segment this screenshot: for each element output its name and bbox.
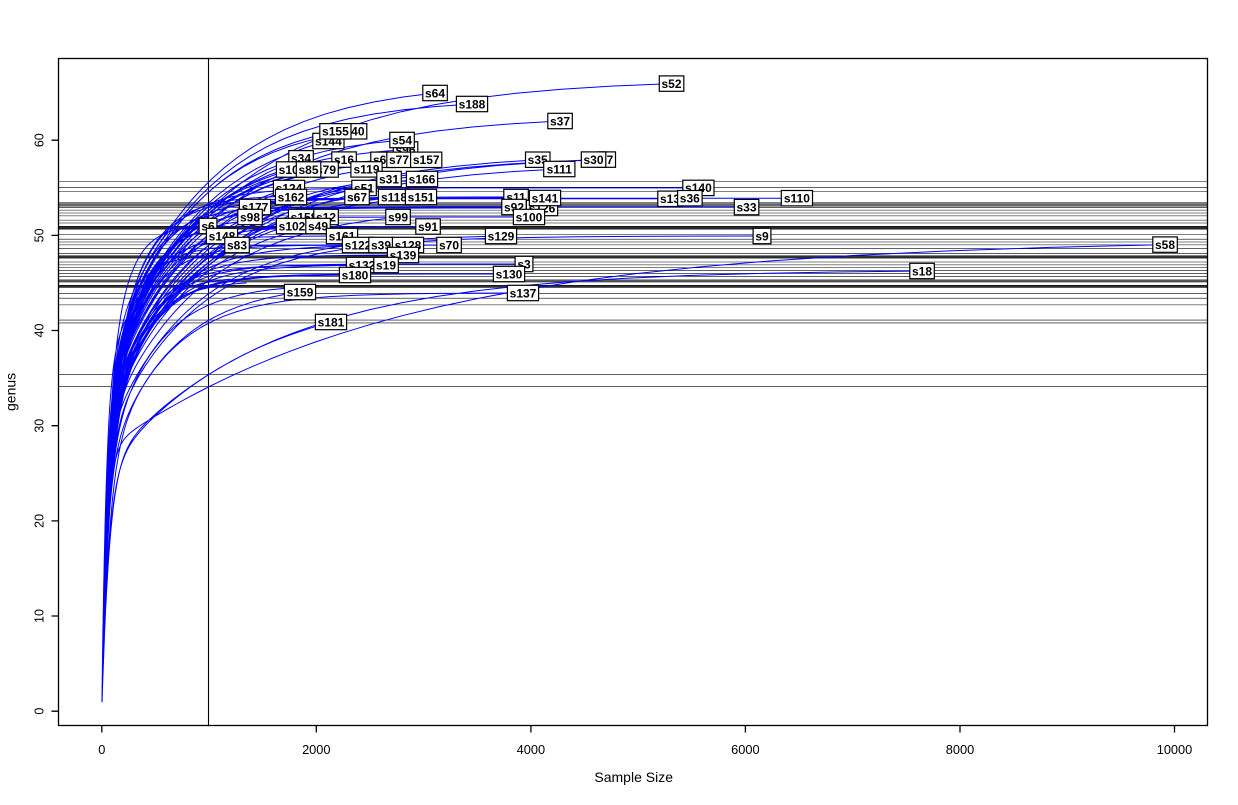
svg-text:0: 0	[33, 708, 47, 715]
svg-text:s70: s70	[439, 238, 459, 252]
svg-text:s30: s30	[583, 153, 603, 167]
svg-text:s91: s91	[418, 220, 438, 234]
svg-text:20: 20	[33, 514, 47, 528]
svg-text:s67: s67	[347, 190, 367, 204]
svg-text:s13: s13	[660, 192, 680, 206]
svg-text:s35: s35	[528, 153, 548, 167]
svg-text:s141: s141	[532, 191, 559, 205]
svg-text:s166: s166	[409, 172, 436, 186]
svg-text:s110: s110	[784, 192, 810, 206]
svg-text:30: 30	[33, 419, 47, 433]
svg-text:s119: s119	[353, 163, 379, 177]
svg-text:10: 10	[33, 609, 47, 623]
svg-text:40: 40	[33, 324, 47, 338]
svg-text:s98: s98	[240, 210, 260, 224]
svg-text:s16: s16	[334, 153, 354, 167]
svg-text:6000: 6000	[731, 742, 759, 757]
svg-text:4000: 4000	[517, 742, 545, 757]
svg-text:s162: s162	[278, 190, 305, 204]
svg-text:s77: s77	[389, 153, 409, 167]
svg-text:s58: s58	[1155, 238, 1175, 252]
svg-text:s100: s100	[516, 210, 543, 224]
svg-text:Sample Size: Sample Size	[594, 769, 673, 785]
svg-text:s54: s54	[392, 133, 412, 147]
svg-text:s111: s111	[547, 162, 573, 176]
svg-text:s99: s99	[388, 210, 408, 224]
svg-text:s64: s64	[425, 86, 445, 100]
svg-text:s181: s181	[318, 315, 345, 329]
svg-text:10000: 10000	[1157, 742, 1193, 757]
svg-text:s37: s37	[550, 114, 570, 128]
svg-text:s83: s83	[227, 238, 247, 252]
svg-text:s137: s137	[510, 286, 537, 300]
svg-text:s159: s159	[287, 285, 314, 299]
svg-text:0: 0	[98, 742, 105, 757]
svg-text:s85: s85	[298, 163, 318, 177]
svg-text:s36: s36	[680, 192, 700, 206]
svg-text:s155: s155	[322, 125, 349, 139]
svg-text:s49: s49	[308, 219, 328, 233]
svg-text:s180: s180	[342, 268, 369, 282]
svg-text:s188: s188	[459, 97, 486, 111]
svg-text:s31: s31	[379, 172, 399, 186]
svg-text:60: 60	[33, 133, 47, 147]
svg-text:s33: s33	[736, 200, 756, 214]
svg-text:s19: s19	[376, 258, 396, 272]
svg-text:s157: s157	[413, 153, 440, 167]
svg-text:s118: s118	[381, 190, 407, 204]
svg-text:s9: s9	[755, 229, 769, 243]
svg-text:s130: s130	[496, 267, 523, 281]
svg-text:2000: 2000	[302, 742, 330, 757]
svg-text:s39: s39	[371, 238, 391, 252]
svg-text:s151: s151	[408, 190, 435, 204]
svg-text:s122: s122	[345, 238, 372, 252]
svg-text:s18: s18	[912, 264, 932, 278]
svg-text:s102: s102	[279, 219, 306, 233]
svg-text:s52: s52	[661, 77, 681, 91]
svg-text:50: 50	[33, 228, 47, 242]
svg-text:s129: s129	[488, 229, 515, 243]
svg-text:8000: 8000	[946, 742, 974, 757]
svg-text:genus: genus	[3, 373, 19, 411]
